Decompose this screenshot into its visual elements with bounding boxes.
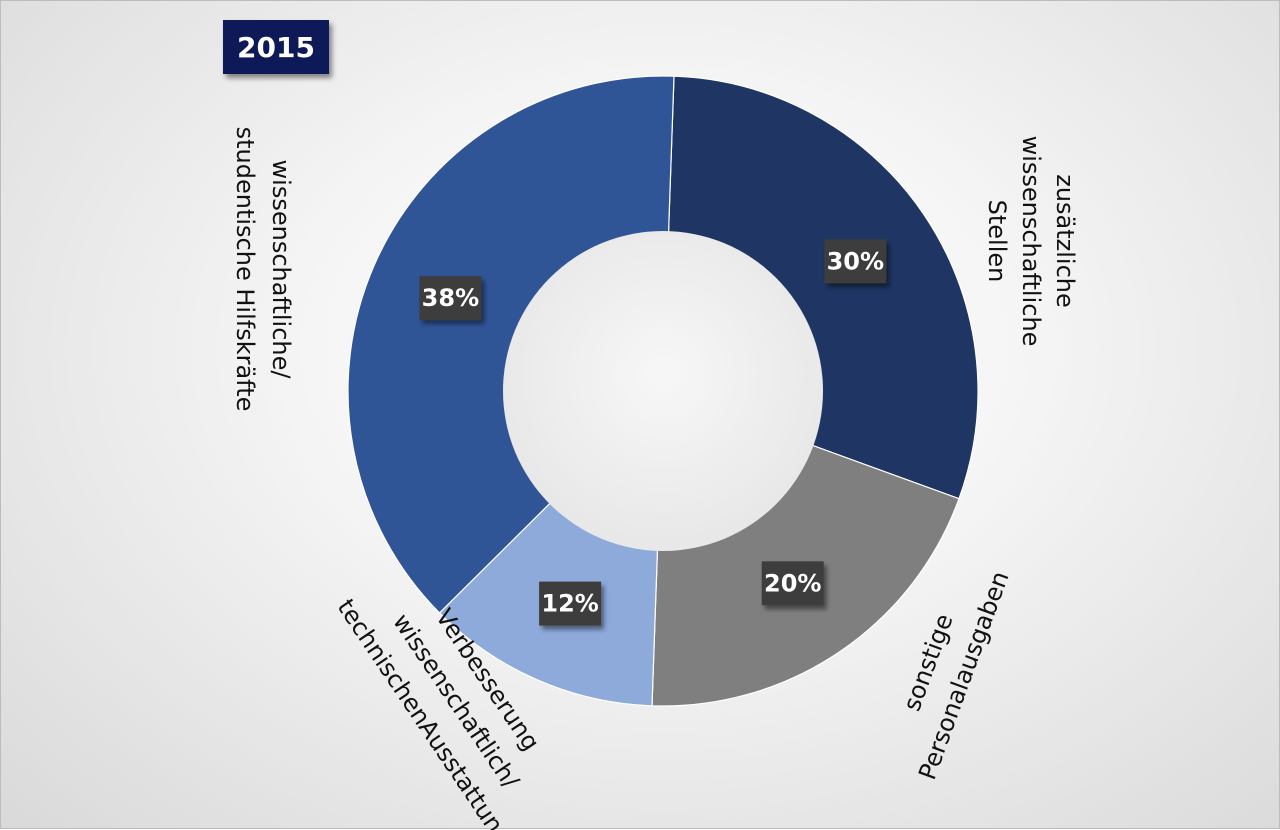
donut-hole [503,231,823,551]
data-label: 38% [419,276,482,321]
category-label-line: wissenschaftliche/ [267,160,295,380]
data-label-text: 38% [422,284,479,312]
data-label-box [761,561,824,606]
data-label: 20% [761,561,824,606]
data-label-text: 30% [827,247,884,275]
category-label-line: Stellen [983,200,1011,283]
category-label: wissenschaftliche/studentische Hilfskräf… [231,127,295,412]
category-label-line: studentische Hilfskräfte [231,127,259,412]
category-label: zusätzlichewissenschaftlicheStellen [983,136,1079,347]
data-label-text: 20% [764,569,821,597]
category-label-line: zusätzliche [1051,174,1079,308]
year-badge: 2015 [223,20,329,74]
data-label-box [419,276,482,321]
data-label-box [539,581,602,626]
data-label-box [824,239,887,284]
data-label: 12% [539,581,602,626]
data-label-text: 12% [541,590,598,618]
category-label-line: wissenschaftliche [1017,136,1045,347]
data-label: 30% [824,239,887,284]
